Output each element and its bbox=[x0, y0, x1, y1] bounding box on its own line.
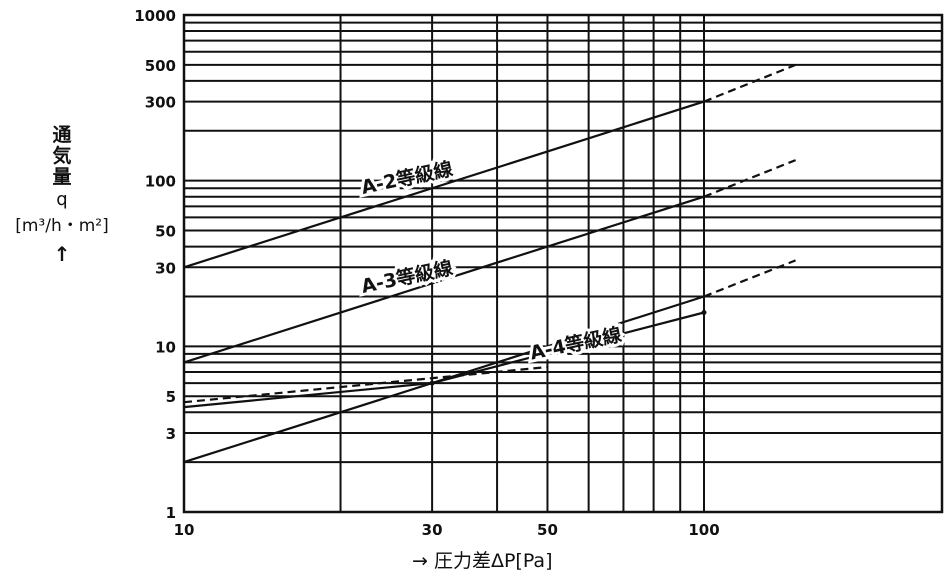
y-tick-label: 100 bbox=[145, 173, 176, 191]
y-axis-unit: [m³/h・m²] bbox=[15, 216, 109, 236]
y-tick-label: 1 bbox=[166, 504, 176, 522]
series-line-2 bbox=[703, 63, 797, 103]
series-line-8 bbox=[183, 365, 548, 404]
series-end-point bbox=[701, 310, 707, 316]
y-axis-label-char-1: 通 bbox=[52, 124, 72, 146]
y-axis-label: 通 気 量 q [m³/h・m²] ↑ bbox=[6, 124, 118, 266]
series-line-6 bbox=[703, 259, 797, 298]
y-axis-symbol: q bbox=[56, 189, 68, 210]
y-tick-label: 3 bbox=[166, 425, 176, 443]
y-tick-label: 30 bbox=[155, 259, 176, 277]
y-axis-arrow: ↑ bbox=[53, 242, 71, 266]
y-axis-label-char-3: 量 bbox=[52, 166, 72, 188]
x-axis-label: → 圧力差ΔP[Pa] bbox=[412, 550, 553, 572]
y-tick-label: 10 bbox=[155, 338, 176, 356]
annotation-label-3: A-4等級線 bbox=[528, 323, 624, 365]
series-line-7 bbox=[183, 311, 705, 409]
series-line-3 bbox=[183, 195, 705, 364]
y-tick-label: 1000 bbox=[134, 7, 176, 25]
y-tick-label: 5 bbox=[166, 388, 176, 406]
gridlines bbox=[183, 14, 942, 513]
x-tick-label: 30 bbox=[422, 521, 443, 539]
annotation-label-1: A-2等級線 bbox=[359, 157, 455, 199]
y-tick-label: 50 bbox=[155, 223, 176, 241]
x-tick-label: 100 bbox=[688, 521, 719, 539]
x-tick-label: 50 bbox=[537, 521, 558, 539]
series-lines bbox=[183, 63, 797, 464]
x-tick-label: 10 bbox=[174, 521, 195, 539]
plot-frame bbox=[182, 13, 944, 514]
series-line-4 bbox=[703, 159, 797, 198]
y-tick-label: 500 bbox=[145, 57, 176, 75]
series-line-1 bbox=[183, 100, 705, 269]
y-tick-label: 300 bbox=[145, 94, 176, 112]
plot-border bbox=[182, 13, 944, 514]
series-intersection-point bbox=[429, 380, 435, 386]
y-axis-label-char-2: 気 bbox=[52, 145, 72, 167]
